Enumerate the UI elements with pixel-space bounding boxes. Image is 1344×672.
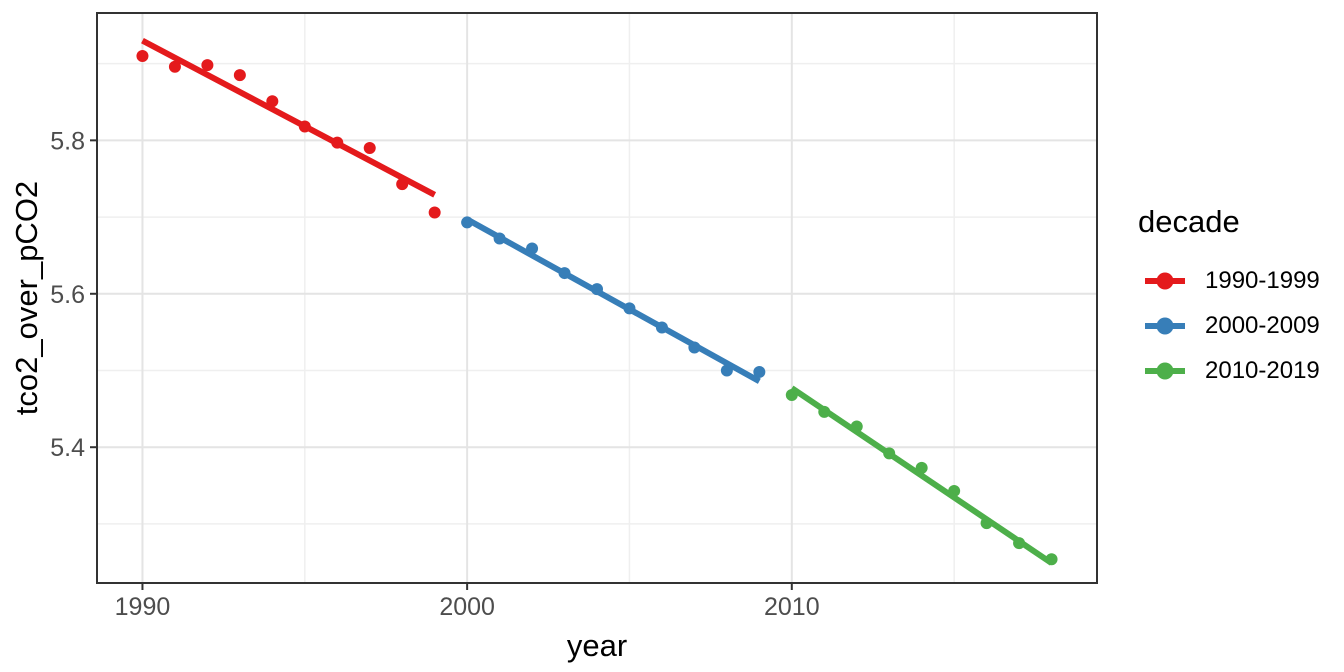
legend-item: 2000-2009 xyxy=(1138,303,1320,348)
legend-item-label: 1990-1999 xyxy=(1205,266,1320,294)
y-axis-title: tco2_over_pCO2 xyxy=(9,180,44,416)
legend-item: 2010-2019 xyxy=(1138,348,1320,393)
y-axis-tick-label: 5.8 xyxy=(50,127,85,155)
legend-item: 1990-1999 xyxy=(1138,258,1320,303)
legend-item-label: 2000-2009 xyxy=(1205,311,1320,339)
x-axis-tick-label: 2000 xyxy=(439,593,495,621)
y-axis-tick-label: 5.4 xyxy=(50,434,85,462)
data-point xyxy=(201,59,214,72)
data-point xyxy=(168,60,181,73)
data-point xyxy=(428,206,441,219)
trend-line xyxy=(141,37,437,198)
legend: decade 1990-1999 2000-2009 2010-2019 xyxy=(1138,206,1320,393)
legend-title: decade xyxy=(1138,204,1240,239)
data-point xyxy=(753,366,766,379)
legend-key-line-dot-icon xyxy=(1145,362,1185,379)
legend-key-line-dot-icon xyxy=(1145,317,1185,334)
data-point xyxy=(233,69,246,82)
x-axis-title: year xyxy=(566,628,628,663)
trend-line xyxy=(790,385,1054,566)
trend-line xyxy=(465,216,761,384)
data-point xyxy=(136,49,149,62)
x-axis-tick-label: 2010 xyxy=(764,593,820,621)
y-axis-tick-label: 5.6 xyxy=(50,281,85,309)
legend-item-label: 2010-2019 xyxy=(1205,356,1320,384)
legend-key-line-dot-icon xyxy=(1145,272,1185,289)
x-axis-tick-label: 1990 xyxy=(115,593,171,621)
panel-border xyxy=(96,12,1098,584)
data-point xyxy=(363,142,376,155)
